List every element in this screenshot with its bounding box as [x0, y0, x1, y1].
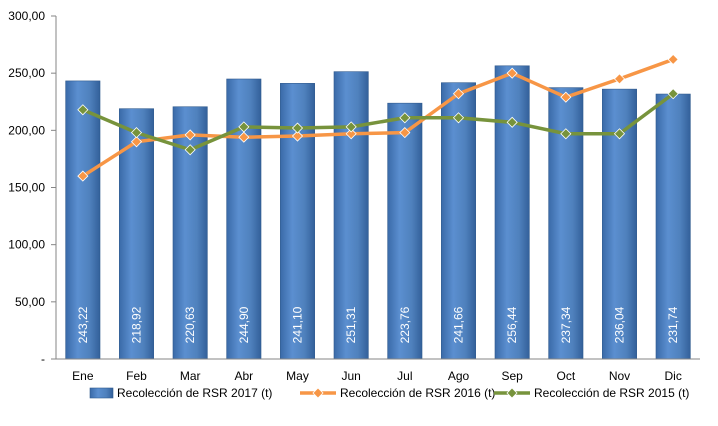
y-tick-label: 50,00: [15, 295, 45, 309]
y-tick-label: -: [41, 352, 45, 366]
x-tick-label: Ene: [72, 369, 94, 383]
x-tick-label: Dic: [664, 369, 681, 383]
line-point: [560, 128, 572, 140]
x-tick-label: Jun: [341, 369, 360, 383]
line-point: [399, 112, 411, 124]
legend-marker: [312, 387, 324, 399]
bar-data-labels: 243,22 218,92 220,63 244,90 241,10 251,31 223,…: [76, 306, 680, 343]
legend-marker: [506, 387, 518, 399]
bar: [655, 93, 691, 360]
legend: Recolección de RSR 2017 (t) Recolección d…: [89, 386, 689, 400]
x-tick-label: Mar: [180, 369, 201, 383]
line-point: [506, 116, 518, 128]
bar-data-label: 236,04: [613, 306, 627, 343]
legend-item: Recolección de RSR 2016 (t): [300, 386, 495, 400]
legend-label: Recolección de RSR 2016 (t): [340, 386, 495, 400]
x-axis: Ene Feb Mar Abr May Jun Jul Ago Sep Oct Nov Dic: [56, 358, 700, 383]
bar-data-label: 220,63: [183, 306, 197, 343]
line-point: [238, 131, 250, 143]
line-point: [667, 88, 679, 100]
line-point: [345, 121, 357, 133]
y-tick-label: 300,00: [8, 9, 45, 23]
line-point: [130, 127, 143, 139]
bar-data-label: 231,74: [666, 306, 680, 343]
series-line: [82, 92, 675, 152]
line-point: [77, 170, 89, 182]
x-tick-label: Ago: [448, 369, 470, 383]
x-tick-label: May: [286, 369, 309, 383]
y-tick-label: 200,00: [8, 123, 45, 137]
line-series: [77, 53, 679, 182]
x-tick-label: Abr: [234, 369, 253, 383]
bar-data-label: 241,66: [452, 306, 466, 343]
line-point: [399, 127, 411, 139]
bar-data-label: 223,76: [398, 306, 412, 343]
line-point: [291, 122, 304, 134]
line-point: [506, 67, 518, 79]
line-point: [184, 144, 196, 156]
x-tick-label: Oct: [556, 369, 575, 383]
line-point: [184, 129, 196, 141]
bar-data-label: 256,44: [505, 306, 519, 343]
line-point: [452, 88, 465, 100]
bar-data-label: 244,90: [237, 306, 251, 343]
legend-item: Recolección de RSR 2017 (t): [89, 386, 272, 400]
line-point: [291, 130, 304, 142]
x-tick-label: Jul: [397, 369, 412, 383]
legend-swatch: [89, 387, 114, 399]
x-tick-label: Feb: [126, 369, 147, 383]
bar-data-label: 237,34: [559, 306, 573, 343]
line-point: [238, 121, 250, 133]
bar-data-label: 241,10: [291, 306, 305, 343]
line-point: [560, 91, 572, 103]
x-tick-label: Nov: [609, 369, 630, 383]
legend-label: Recolección de RSR 2017 (t): [117, 386, 272, 400]
y-tick-label: 100,00: [8, 238, 45, 252]
bar: [441, 82, 476, 360]
bar: [333, 71, 369, 360]
line-point: [613, 73, 626, 85]
line-series-2016: [77, 53, 679, 182]
bar-data-label: 251,31: [344, 306, 358, 343]
line-series-2015: [77, 88, 679, 156]
bar-data-label: 243,22: [76, 306, 90, 343]
legend-label: Recolección de RSR 2015 (t): [534, 386, 689, 400]
y-tick-label: 250,00: [8, 66, 45, 80]
series-line: [81, 57, 674, 178]
x-tick-label: Sep: [501, 369, 523, 383]
y-tick-label: 150,00: [8, 181, 45, 195]
line-point: [667, 53, 679, 66]
bar: [65, 80, 101, 360]
line-point: [77, 104, 89, 116]
legend-item: Recolección de RSR 2015 (t): [494, 386, 689, 400]
y-axis: - 50,00 100,00 150,00 200,00 250,00 300,00: [8, 9, 57, 366]
line-point: [452, 112, 465, 124]
line-point: [613, 128, 626, 140]
line-point: [345, 128, 357, 140]
bar-data-label: 218,92: [130, 306, 144, 343]
bar-series: [65, 65, 691, 360]
line-point: [130, 136, 143, 148]
bar: [387, 102, 423, 360]
